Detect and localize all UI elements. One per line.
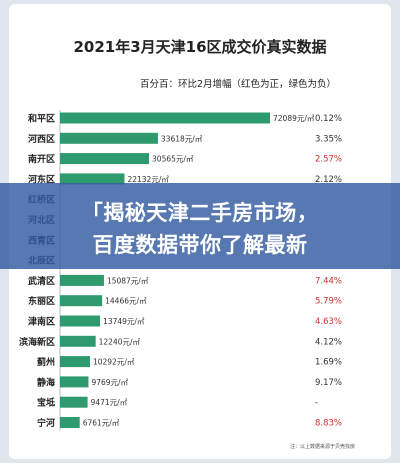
change-label: - <box>315 398 318 408</box>
bar <box>60 295 103 307</box>
change-label: 0.12% <box>315 114 342 124</box>
change-label: 1.69% <box>315 358 342 368</box>
change-label: 5.79% <box>315 297 342 307</box>
value-label: 22132元/㎡ <box>127 175 169 184</box>
change-label: 8.83% <box>315 419 342 429</box>
bar <box>60 153 150 165</box>
bar <box>60 132 158 144</box>
bar <box>60 274 104 286</box>
value-label: 9769元/㎡ <box>91 378 128 387</box>
category-label: 宝坻 <box>37 397 55 409</box>
value-label: 12240元/㎡ <box>99 337 141 346</box>
banner-line-2: 百度数据带你了解最新 <box>92 233 308 257</box>
value-label: 10292元/㎡ <box>93 358 135 367</box>
change-label: 2.12% <box>315 175 342 185</box>
bar <box>60 112 270 124</box>
bar <box>60 376 89 388</box>
chart-title: 2021年3月天津16区成交价真实数据 <box>73 38 327 56</box>
category-label: 滨海新区 <box>19 336 55 348</box>
chart-footnote: 注：以上数据来源于贝壳找房 <box>290 444 356 450</box>
headline-banner: 「揭秘天津二手房市场， 百度数据带你了解最新 <box>0 183 400 269</box>
bar <box>60 335 96 347</box>
category-label: 河东区 <box>28 173 55 185</box>
value-label: 30565元/㎡ <box>152 155 194 164</box>
bar <box>60 417 80 428</box>
chart-subtitle: 百分百：环比2月增幅（红色为正，绿色为负） <box>140 79 337 90</box>
bar <box>60 356 90 368</box>
value-label: 33618元/㎡ <box>161 134 203 143</box>
category-label: 东丽区 <box>28 295 55 307</box>
value-label: 14466元/㎡ <box>105 297 147 306</box>
change-label: 2.57% <box>315 155 342 165</box>
category-label: 津南区 <box>28 316 55 328</box>
category-label: 蓟州 <box>36 356 55 368</box>
banner-line-1: 「揭秘天津二手房市场， <box>81 201 319 225</box>
category-label: 静海 <box>37 376 55 388</box>
value-label: 13749元/㎡ <box>103 317 145 326</box>
value-label: 72089元/㎡ <box>273 114 315 123</box>
category-label: 河西区 <box>28 133 55 145</box>
change-label: 3.35% <box>315 134 342 144</box>
category-label: 宁河 <box>37 417 55 429</box>
change-label: 9.17% <box>315 378 342 388</box>
category-label: 和平区 <box>27 113 55 125</box>
category-label: 南开区 <box>28 153 55 165</box>
change-label: 7.44% <box>315 276 342 286</box>
bar <box>60 315 101 327</box>
bar <box>60 396 88 408</box>
category-label: 武清区 <box>28 275 55 287</box>
bar <box>60 173 125 185</box>
value-label: 6761元/㎡ <box>83 419 120 428</box>
change-label: 4.12% <box>315 337 342 347</box>
value-label: 9471元/㎡ <box>91 398 128 407</box>
value-label: 15087元/㎡ <box>107 276 149 285</box>
change-label: 4.63% <box>315 317 342 327</box>
